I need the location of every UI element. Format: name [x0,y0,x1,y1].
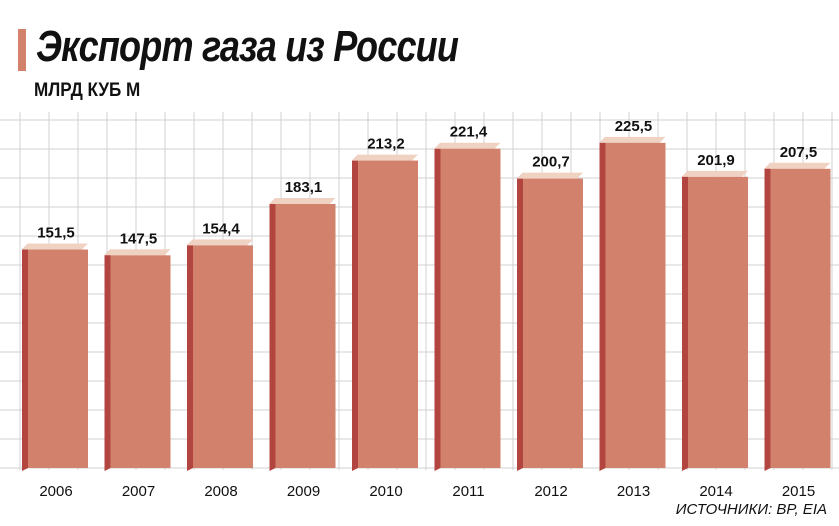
bar-2012 [523,178,583,468]
value-label-2007: 147,5 [120,230,158,247]
category-label-2006: 2006 [39,483,72,500]
value-label-2012: 200,7 [532,154,570,171]
bar-top [269,197,336,204]
bar-side [352,154,358,471]
bar-2007 [110,255,171,468]
category-label-2013: 2013 [617,483,650,500]
bar-2014 [688,176,748,468]
bar-top [434,142,501,149]
bar-side [187,239,193,471]
bar-side [434,142,441,471]
value-label-2008: 154,4 [202,220,240,237]
bar-top [352,154,418,161]
bar-2010 [358,160,418,468]
bar-side [682,170,688,471]
value-label-2015: 207,5 [780,144,818,161]
chart-subtitle: МЛРД КУБ М [34,80,141,101]
bar-top [187,239,253,246]
value-label-2006: 151,5 [37,225,75,242]
bar-side [517,172,523,471]
category-label-2008: 2008 [204,483,237,500]
value-label-2011: 221,4 [450,124,488,141]
labels-group: 151,5 2006 147,5 2007 154,4 2008 183,1 2009 213,… [37,118,817,500]
bar-side [104,249,111,471]
bar-top [764,162,831,169]
category-label-2009: 2009 [287,483,320,500]
bar-top [22,243,88,250]
bar-top [599,136,666,143]
title-accent-bar [18,29,26,71]
category-label-2010: 2010 [369,483,402,500]
bar-2015 [770,168,831,468]
chart-title: Экспорт газа из России [36,22,459,71]
bar-2006 [28,249,88,468]
category-label-2011: 2011 [452,483,484,500]
bar-side [599,136,606,472]
value-label-2013: 225,5 [615,118,653,135]
bar-top [104,249,171,256]
bars-group [22,136,831,472]
value-label-2009: 183,1 [285,179,323,196]
value-label-2014: 201,9 [697,152,735,169]
bar-side [764,162,771,471]
category-label-2012: 2012 [534,483,567,500]
bar-top [682,170,748,177]
bar-side [269,197,276,472]
bar-2013 [605,142,666,469]
category-label-2014: 2014 [699,483,732,500]
value-label-2010: 213,2 [367,136,405,153]
bar-2011 [440,148,501,468]
bar-side [22,243,28,471]
bar-top [517,172,583,179]
bar-2008 [193,245,253,468]
category-label-2007: 2007 [122,483,155,500]
category-label-2015: 2015 [782,483,815,500]
source-note: ИСТОЧНИКИ: BP, EIA [675,501,827,518]
bar-2009 [275,203,336,469]
